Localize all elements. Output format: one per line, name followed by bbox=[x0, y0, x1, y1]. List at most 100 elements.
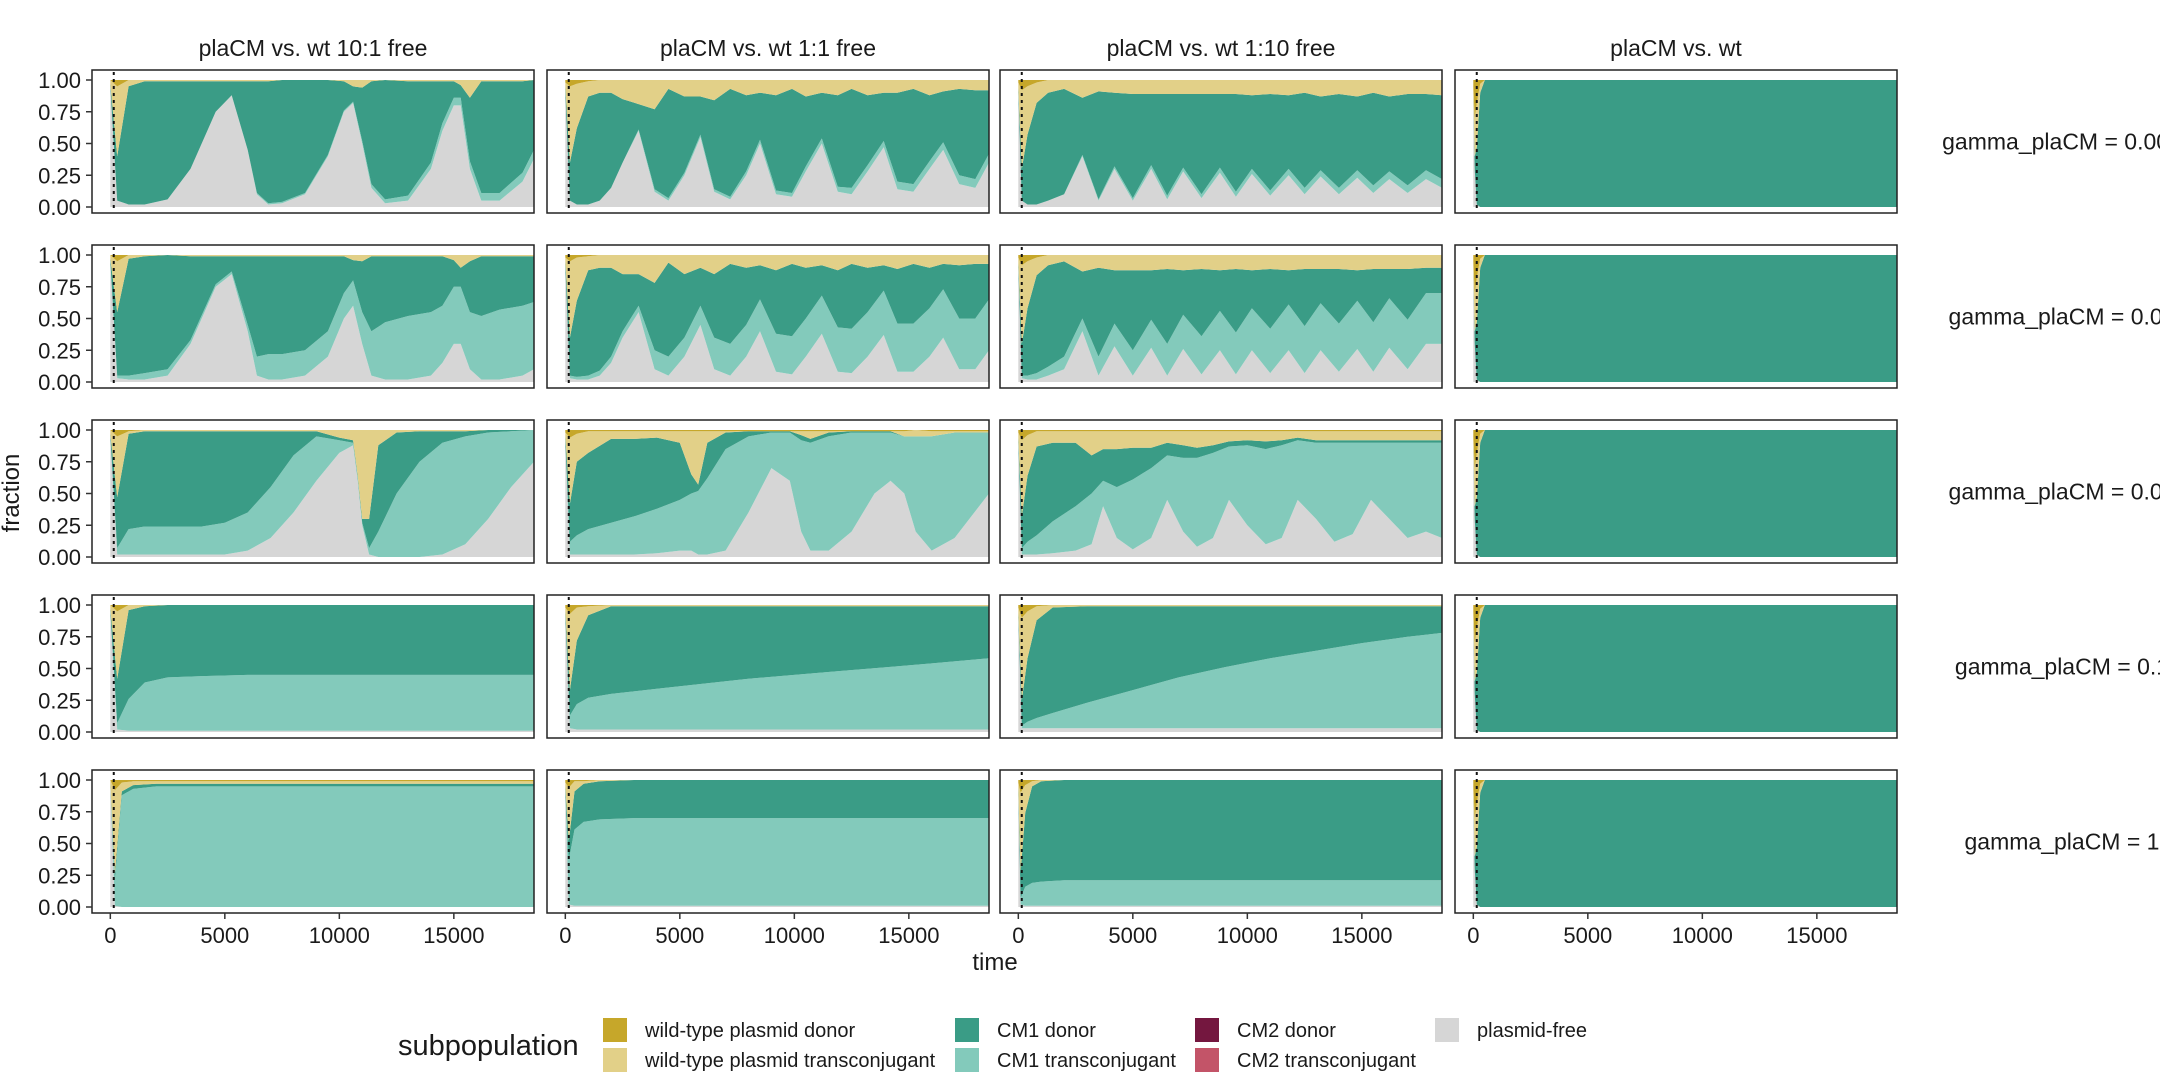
legend-label: wild-type plasmid donor bbox=[644, 1020, 855, 1042]
legend-item: wild-type plasmid donor bbox=[603, 1018, 855, 1042]
area-cm1-transconjugant bbox=[1018, 440, 1442, 555]
row-title: gamma_plaCM = 1 bbox=[1965, 829, 2160, 855]
panel-border bbox=[91, 594, 535, 739]
legend-title: subpopulation bbox=[398, 1030, 579, 1062]
legend-item: CM1 donor bbox=[955, 1018, 1096, 1042]
area-wild-type-plasmid-transconjugant bbox=[565, 255, 989, 338]
area-cm1-donor bbox=[1473, 80, 1897, 207]
panel-border bbox=[91, 419, 535, 564]
area-cm1-transconjugant bbox=[565, 617, 989, 730]
legend-label: wild-type plasmid transconjugant bbox=[644, 1050, 936, 1072]
panel-border bbox=[999, 69, 1443, 214]
panel bbox=[1454, 244, 1898, 389]
y-tick-label: 0.00 bbox=[38, 895, 81, 920]
panel bbox=[1454, 769, 1898, 919]
legend-item: wild-type plasmid transconjugant bbox=[603, 1048, 936, 1072]
area-cm1-donor bbox=[565, 86, 989, 205]
panel bbox=[999, 769, 1443, 919]
y-tick-label: 0.25 bbox=[38, 513, 81, 538]
legend-label: CM2 donor bbox=[1237, 1020, 1336, 1042]
legend-swatch bbox=[955, 1048, 979, 1072]
panel bbox=[86, 419, 535, 564]
x-tick-label: 0 bbox=[1467, 923, 1479, 948]
area-cm1-donor bbox=[1018, 87, 1442, 205]
area-cm1-transconjugant bbox=[565, 432, 989, 555]
y-tick-label: 1.00 bbox=[38, 418, 81, 443]
legend-swatch bbox=[1195, 1048, 1219, 1072]
area-cm1-transconjugant bbox=[1018, 792, 1442, 906]
panel bbox=[86, 69, 535, 214]
x-tick-label: 10000 bbox=[764, 923, 825, 948]
y-tick-labels: 0.00 0.25 0.50 0.75 1.00 0.00 0.25 0.50 0.75 1.00… bbox=[38, 68, 81, 920]
y-tick-label: 0.75 bbox=[38, 625, 81, 650]
panel-border bbox=[1454, 594, 1898, 739]
area-plasmid-free bbox=[110, 261, 535, 382]
y-tick-label: 0.00 bbox=[38, 545, 81, 570]
area-cm1-donor bbox=[1473, 255, 1897, 382]
y-tick-label: 0.50 bbox=[38, 657, 81, 682]
area-cm1-transconjugant bbox=[565, 792, 989, 906]
area-wild-type-plasmid-transconjugant bbox=[565, 80, 989, 163]
legend-swatch bbox=[1435, 1018, 1459, 1042]
x-tick-label: 5000 bbox=[200, 923, 249, 948]
x-tick-label: 5000 bbox=[1108, 923, 1157, 948]
x-tick-label: 15000 bbox=[878, 923, 939, 948]
y-tick-label: 0.75 bbox=[38, 450, 81, 475]
panel bbox=[86, 244, 535, 389]
area-plasmid-free bbox=[110, 86, 535, 207]
area-plasmid-free bbox=[1018, 92, 1442, 207]
x-tick-label: 15000 bbox=[1786, 923, 1847, 948]
area-plasmid-free bbox=[1018, 267, 1442, 382]
panel-border bbox=[999, 594, 1443, 739]
legend-item: CM2 transconjugant bbox=[1195, 1048, 1416, 1072]
panel bbox=[86, 769, 535, 919]
area-cm1-donor bbox=[1473, 430, 1897, 557]
panel-border bbox=[546, 69, 990, 214]
panel-border bbox=[546, 244, 990, 389]
x-tick-labels: 0 5000 10000 15000 0 5000 10000 15000 0 5000 10000… bbox=[104, 923, 1847, 948]
legend-swatch bbox=[1195, 1018, 1219, 1042]
area-wild-type-plasmid-donor bbox=[565, 430, 989, 438]
x-tick-label: 5000 bbox=[655, 923, 704, 948]
x-tick-label: 10000 bbox=[1217, 923, 1278, 948]
row-title: gamma_plaCM = 0.001 bbox=[1942, 129, 2160, 155]
area-cm1-donor bbox=[110, 255, 535, 376]
panel bbox=[999, 244, 1443, 389]
panel-border bbox=[91, 244, 535, 389]
panel bbox=[1454, 594, 1898, 739]
row-title: gamma_plaCM = 0.05 bbox=[1949, 479, 2160, 505]
area-cm1-transconjugant bbox=[1018, 617, 1442, 729]
panel-border bbox=[546, 419, 990, 564]
y-tick-label: 1.00 bbox=[38, 243, 81, 268]
y-tick-label: 0.00 bbox=[38, 195, 81, 220]
legend-item: plasmid-free bbox=[1435, 1018, 1587, 1042]
x-tick-label: 0 bbox=[104, 923, 116, 948]
x-tick-label: 15000 bbox=[423, 923, 484, 948]
panel-border bbox=[999, 769, 1443, 914]
y-tick-label: 0.75 bbox=[38, 275, 81, 300]
row-titles: gamma_plaCM = 0.001 gamma_plaCM = 0.01 gam… bbox=[1942, 129, 2160, 855]
x-tick-label: 15000 bbox=[1331, 923, 1392, 948]
area-plasmid-free bbox=[565, 92, 989, 207]
panel bbox=[546, 769, 990, 919]
panel-border bbox=[1454, 769, 1898, 914]
y-tick-label: 0.50 bbox=[38, 132, 81, 157]
panel bbox=[546, 69, 990, 214]
legend-label: CM1 transconjugant bbox=[997, 1050, 1176, 1072]
panel-border bbox=[546, 594, 990, 739]
y-tick-label: 0.75 bbox=[38, 800, 81, 825]
area-cm1-donor bbox=[1473, 780, 1897, 907]
area-plasmid-free bbox=[1018, 442, 1442, 557]
panel-border bbox=[91, 769, 535, 914]
area-cm1-donor bbox=[110, 80, 535, 205]
area-cm1-donor bbox=[565, 261, 989, 377]
area-plasmid-free bbox=[110, 436, 535, 557]
panel bbox=[86, 594, 535, 739]
panel bbox=[999, 69, 1443, 214]
panel-border bbox=[91, 69, 535, 214]
x-tick-label: 0 bbox=[559, 923, 571, 948]
y-tick-label: 0.00 bbox=[38, 370, 81, 395]
area-cm1-donor bbox=[1473, 605, 1897, 732]
y-axis-title: fraction bbox=[0, 454, 25, 533]
